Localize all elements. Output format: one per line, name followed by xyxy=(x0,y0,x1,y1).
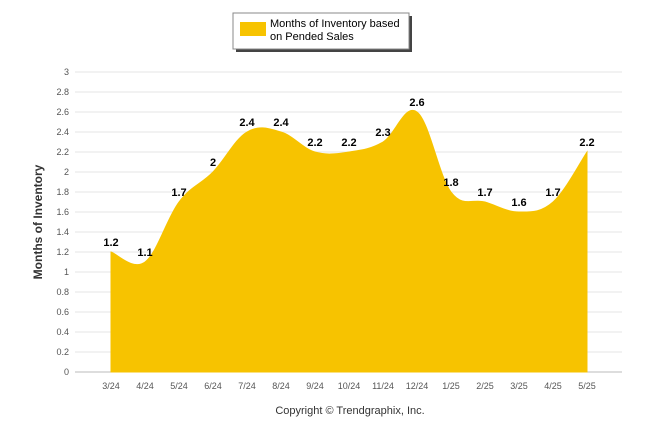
data-label: 1.8 xyxy=(443,177,458,189)
data-label: 1.1 xyxy=(137,247,152,259)
y-tick-label: 0.8 xyxy=(56,287,69,297)
data-label: 1.6 xyxy=(511,197,526,209)
x-tick-label: 11/24 xyxy=(372,381,394,391)
y-tick-label: 3 xyxy=(64,67,69,77)
y-tick-label: 0.6 xyxy=(56,307,69,317)
y-tick-label: 2 xyxy=(64,167,69,177)
y-tick-label: 0.4 xyxy=(56,327,69,337)
x-tick-label: 5/25 xyxy=(578,381,596,391)
x-tick-label: 3/25 xyxy=(510,381,528,391)
x-tick-label: 12/24 xyxy=(406,381,429,391)
data-label: 2.4 xyxy=(273,117,289,129)
x-tick-label: 10/24 xyxy=(338,381,361,391)
y-tick-label: 2.6 xyxy=(56,107,69,117)
data-label: 2 xyxy=(210,157,216,169)
data-labels: 1.2 1.1 1.7 2 2.4 2.4 2.2 2.2 2.3 2.6 1.8 1.7 1.6 1.7… xyxy=(103,97,594,259)
y-tick-label: 2.2 xyxy=(56,147,69,157)
data-label: 2.3 xyxy=(375,127,390,139)
x-tick-label: 2/25 xyxy=(476,381,494,391)
legend-swatch xyxy=(240,22,266,36)
x-tick-label: 7/24 xyxy=(238,381,256,391)
y-tick-label: 0.2 xyxy=(56,347,69,357)
data-label: 1.7 xyxy=(545,187,560,199)
y-tick-label: 2.4 xyxy=(56,127,69,137)
y-tick-label: 2.8 xyxy=(56,87,69,97)
x-tick-label: 5/24 xyxy=(170,381,188,391)
data-label: 1.2 xyxy=(103,237,118,249)
data-label: 1.7 xyxy=(477,187,492,199)
legend-entry-line-2: on Pended Sales xyxy=(270,31,354,43)
series-area xyxy=(110,109,588,373)
y-tick-label: 1.2 xyxy=(56,247,69,257)
y-tick-label: 1 xyxy=(64,267,69,277)
legend-entry-line-1: Months of Inventory based xyxy=(270,18,400,30)
y-tick-label: 1.8 xyxy=(56,187,69,197)
copyright-text: Copyright © Trendgraphix, Inc. xyxy=(275,405,424,417)
data-label: 2.4 xyxy=(239,117,255,129)
x-tick-label: 3/24 xyxy=(102,381,120,391)
x-tick-labels: 3/24 4/24 5/24 6/24 7/24 8/24 9/24 10/24 11/24 12… xyxy=(102,381,596,391)
y-tick-labels: 0 0.2 0.4 0.6 0.8 1 1.2 1.4 1.6 1.8 2 2.2 2.4 2.6 2.8 3 xyxy=(56,67,69,377)
data-label: 2.2 xyxy=(579,137,594,149)
y-tick-label: 0 xyxy=(64,367,69,377)
data-label: 2.2 xyxy=(307,137,322,149)
data-label: 2.2 xyxy=(341,137,356,149)
y-tick-label: 1.6 xyxy=(56,207,69,217)
data-label: 1.7 xyxy=(171,187,186,199)
x-tick-label: 4/24 xyxy=(136,381,154,391)
y-tick-label: 1.4 xyxy=(56,227,69,237)
x-tick-label: 4/25 xyxy=(544,381,562,391)
y-axis-label: Months of Inventory xyxy=(31,164,45,279)
legend: Months of Inventory based on Pended Sale… xyxy=(232,12,412,52)
x-tick-label: 6/24 xyxy=(204,381,222,391)
data-label: 2.6 xyxy=(409,97,424,109)
x-tick-label: 8/24 xyxy=(272,381,290,391)
x-tick-label: 1/25 xyxy=(442,381,460,391)
x-tick-label: 9/24 xyxy=(306,381,324,391)
